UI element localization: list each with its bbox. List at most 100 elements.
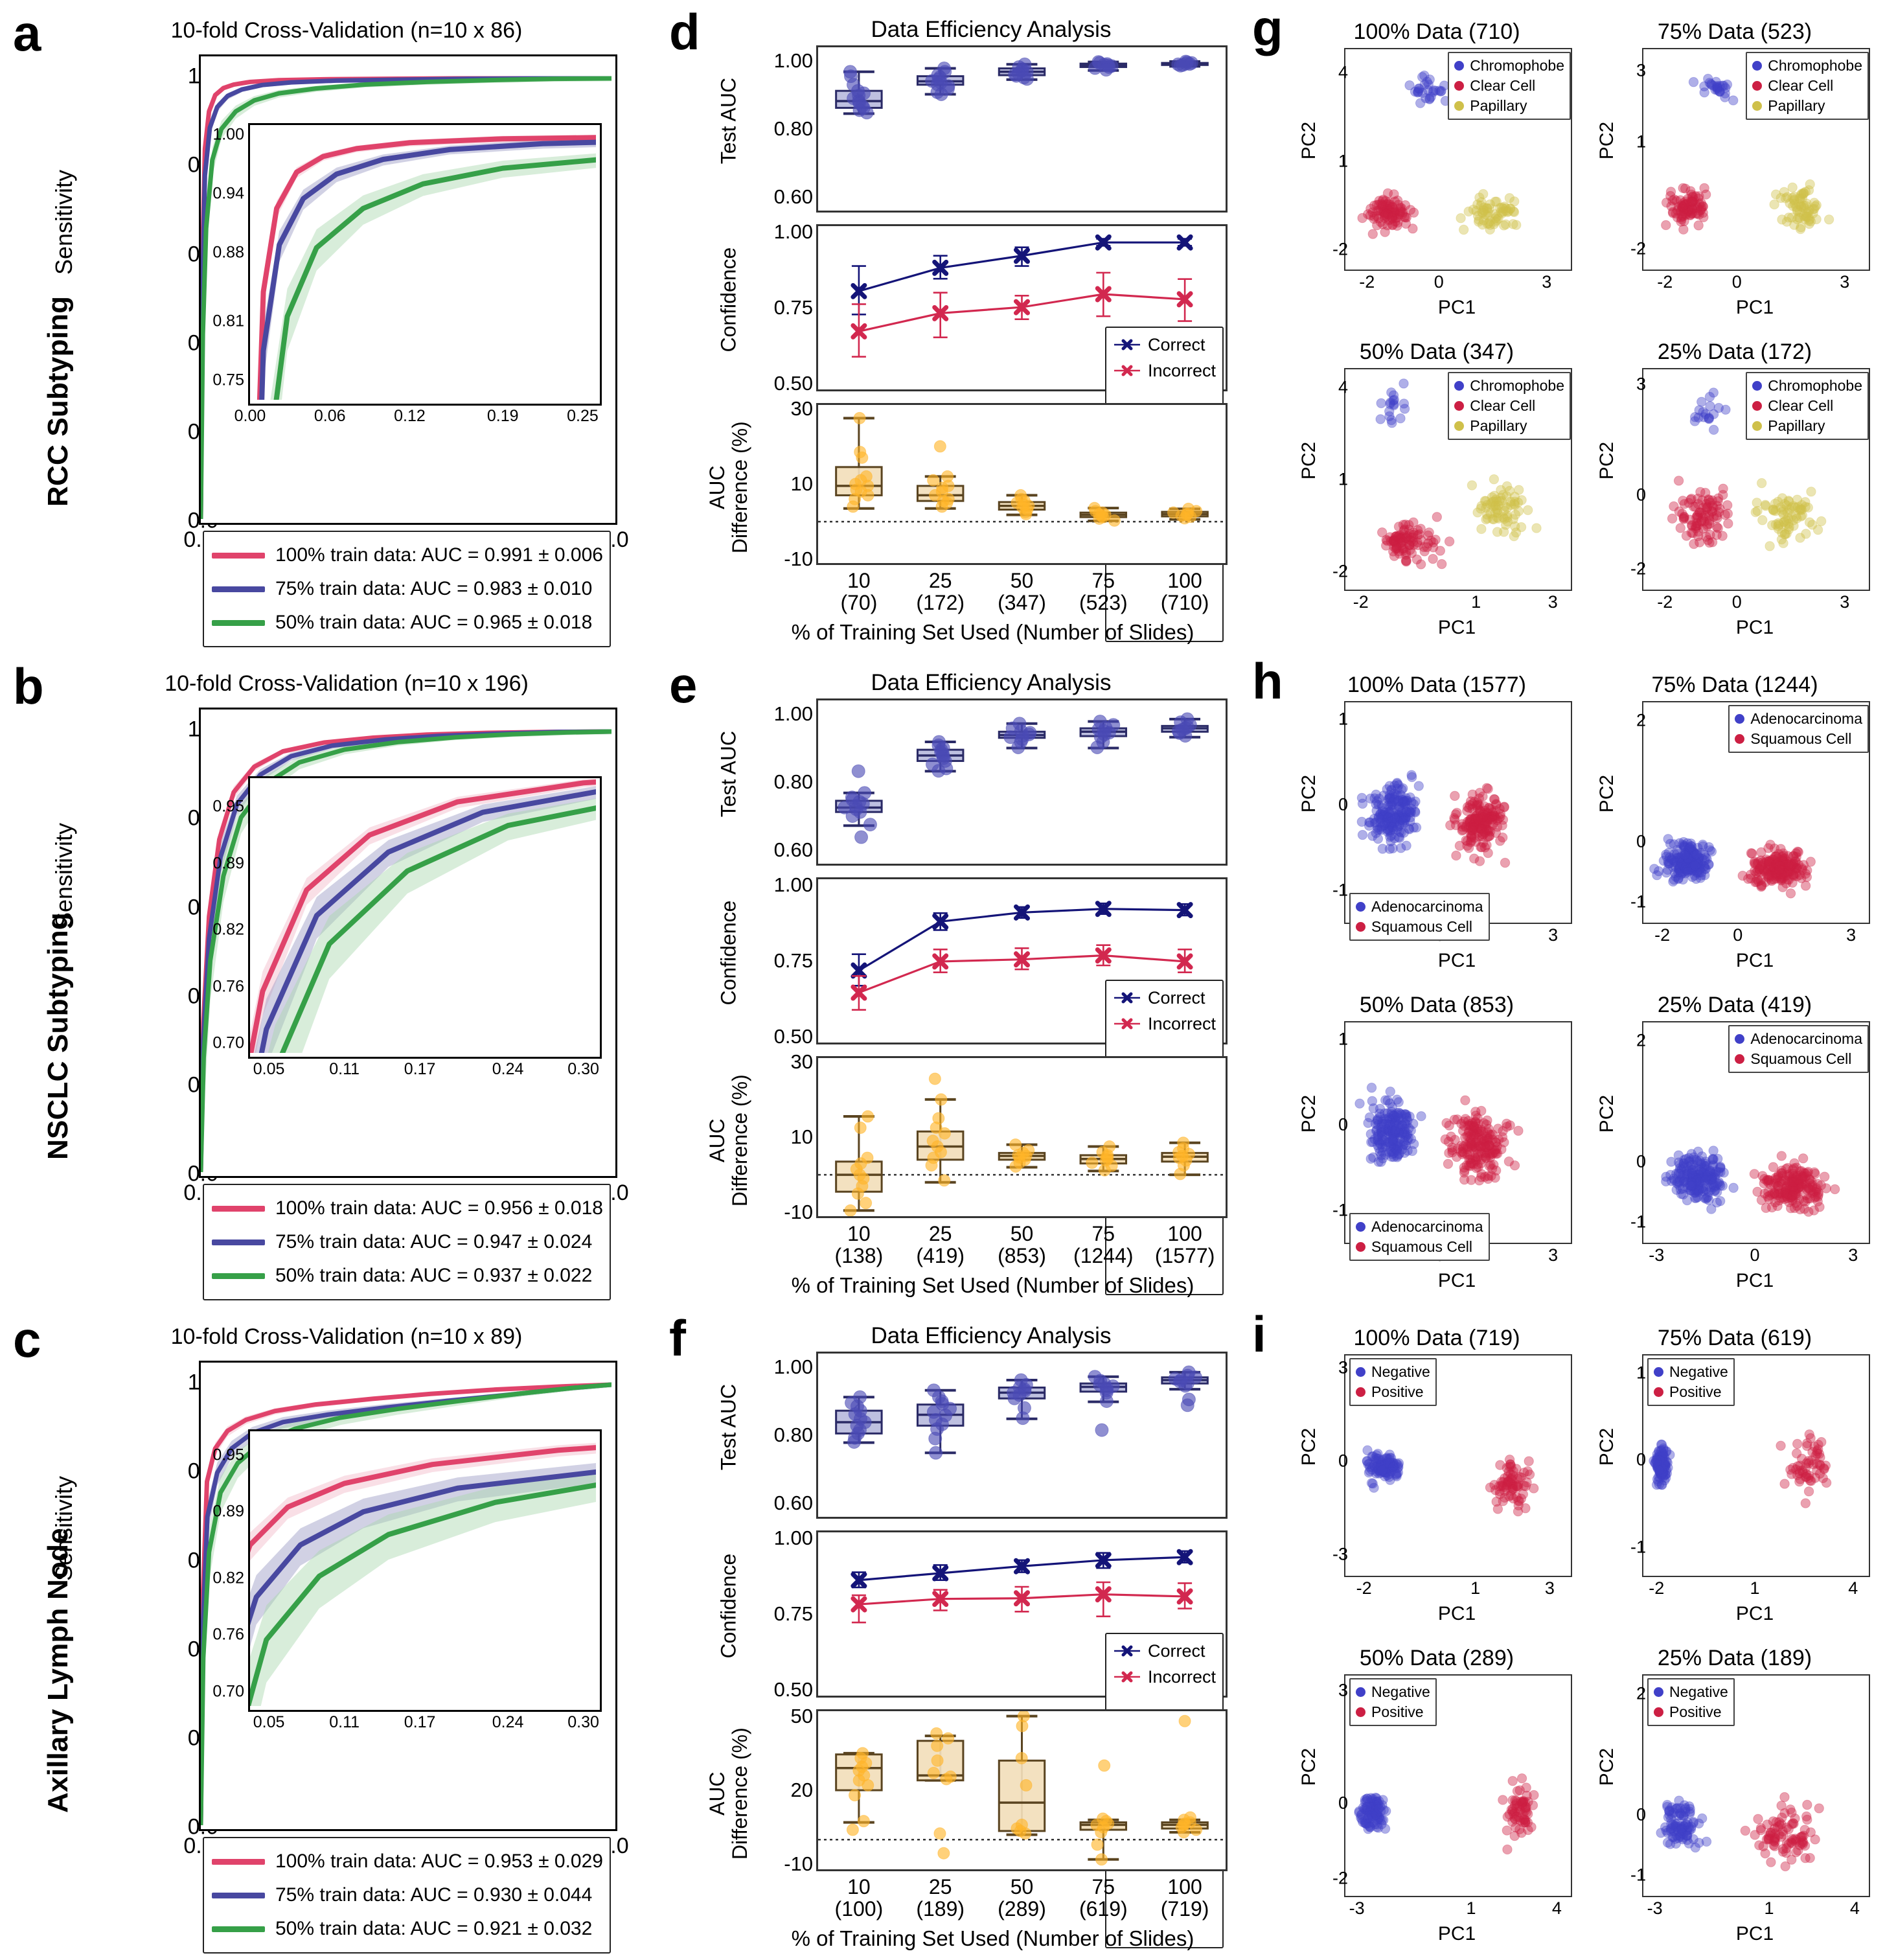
- pca-y-tick: 0: [1636, 831, 1646, 851]
- inset-y-tick: 0.76: [212, 1625, 244, 1644]
- roc-legend: 100% train data: AUC = 0.991 ± 0.006 75% …: [203, 531, 611, 647]
- legend-label: 100% train data: AUC = 0.953 ± 0.029: [275, 1850, 603, 1872]
- legend-row: Correct: [1113, 985, 1216, 1011]
- subplot-1-y-tick: 0.80: [773, 117, 813, 140]
- pca-y-tick: 1: [1338, 469, 1348, 489]
- x-tick-label: 50 (289): [998, 1875, 1046, 1920]
- roc-inset-area: [248, 123, 602, 406]
- subplot-3-y-label: AUC Difference (%): [705, 1074, 751, 1207]
- pca-x-label: PC1: [1437, 617, 1476, 638]
- pca-x-label: PC1: [1735, 950, 1774, 971]
- legend-label: 50% train data: AUC = 0.937 ± 0.022: [275, 1265, 593, 1286]
- pca-y-tick: 2: [1636, 1030, 1646, 1050]
- inset-x-tick: 0.11: [329, 1060, 360, 1078]
- subplot-2-y-tick: 0.50: [773, 1678, 813, 1701]
- pca-y-label: PC2: [1298, 441, 1320, 480]
- subplot-3: [816, 1056, 1228, 1218]
- legend-label: Adenocarcinoma: [1371, 898, 1483, 915]
- legend-row: Clear Cell: [1454, 76, 1564, 96]
- roc-inset: 0.70 0.76 0.82 0.89 0.95 0.05 0.11 0.17 0.24 0.30: [212, 1429, 602, 1748]
- pca-x-tick: 3: [1846, 925, 1856, 945]
- pca-legend: Adenocarcinoma Squamous Cell: [1728, 1025, 1869, 1073]
- subplot-2-y-tick: 0.75: [773, 949, 813, 972]
- pca-subplot-title: 25% Data (172): [1657, 340, 1812, 364]
- legend-row: Papillary: [1752, 416, 1862, 436]
- x-tick-label: 25 (172): [916, 569, 965, 614]
- pca-y-tick: 3: [1338, 1680, 1348, 1700]
- legend-marker: [1114, 1018, 1140, 1030]
- inset-y-tick: 0.82: [212, 1569, 244, 1587]
- legend-row: Chromophobe: [1752, 56, 1862, 76]
- pca-y-tick: -1: [1630, 892, 1646, 912]
- legend-dot: [1454, 381, 1465, 391]
- inset-x-tick: 0.06: [314, 407, 346, 425]
- pca-y-tick: 3: [1636, 374, 1646, 394]
- legend-dot: [1356, 1367, 1365, 1377]
- panel-letter-i: i: [1252, 1306, 1266, 1363]
- pca-panel-g: g 100% Data (710) -2 1 4 -2 0 3 PC2 PC1 Chromophob…: [1252, 3, 1879, 650]
- inset-x-tick: 0.30: [567, 1713, 599, 1731]
- pca-x-tick: -2: [1359, 272, 1375, 292]
- legend-dot: [1454, 101, 1465, 111]
- data-efficiency-panel-d: d Data Efficiency Analysis 1.00 0.80 0.60 Tes…: [669, 6, 1228, 646]
- x-tick-label: 100 (719): [1160, 1875, 1209, 1920]
- legend-dot: [1654, 1687, 1663, 1697]
- pca-y-tick: 0: [1636, 1804, 1646, 1825]
- subplot-1-y-tick: 0.60: [773, 1492, 813, 1514]
- subplot-2-y-tick: 0.50: [773, 371, 813, 395]
- legend-label: 100% train data: AUC = 0.991 ± 0.006: [275, 544, 603, 566]
- pca-x-tick: -3: [1647, 1898, 1663, 1918]
- pca-y-label: PC2: [1298, 1747, 1320, 1786]
- pca-subplot-4: 25% Data (172) -2 0 3 -2 0 3 PC2 PC1 Chromophobe C…: [1595, 340, 1874, 649]
- legend-marker: [1114, 339, 1140, 351]
- inset-x-tick: 0.30: [567, 1060, 599, 1078]
- pca-y-label: PC2: [1298, 121, 1320, 160]
- pca-plot-area: [1344, 1021, 1572, 1244]
- subplot-1-y-label: Test AUC: [716, 77, 740, 165]
- pca-x-tick: -2: [1356, 1578, 1372, 1598]
- roc-panel-a: a RCC Subtyping 10-fold Cross-Validation (…: [13, 8, 632, 647]
- x-tick-label: 10 (138): [834, 1222, 884, 1267]
- subplot-1-y-label: Test AUC: [716, 1383, 740, 1471]
- legend-row: 75% train data: AUC = 0.947 ± 0.024: [212, 1225, 602, 1259]
- subplot-3-y-tick: -10: [784, 1201, 813, 1224]
- subplot-canvas-2: [851, 234, 1193, 358]
- legend-label: Clear Cell: [1768, 77, 1834, 94]
- subplot-2-y-tick: 1.00: [773, 220, 813, 244]
- inset-y-tick: 0.81: [212, 312, 244, 330]
- subplot-3-y-tick: 30: [790, 1050, 813, 1073]
- legend-dot: [1752, 61, 1763, 71]
- legend-label: Clear Cell: [1470, 397, 1536, 414]
- pca-y-tick: -2: [1332, 561, 1348, 581]
- inset-y-tick: 0.95: [212, 797, 244, 816]
- roc-inset-area: [248, 1429, 602, 1712]
- y-axis-label: Sensitivity: [51, 169, 77, 275]
- pca-legend: Negative Positive: [1349, 1358, 1437, 1406]
- panel-letter-d: d: [669, 3, 700, 60]
- pca-y-label: PC2: [1596, 1427, 1617, 1466]
- pca-x-tick: -2: [1657, 272, 1673, 292]
- pca-x-tick: -2: [1353, 592, 1369, 612]
- legend-row: Papillary: [1454, 96, 1564, 116]
- pca-subplot-title: 50% Data (289): [1359, 1646, 1514, 1670]
- legend-swatch: [212, 552, 265, 559]
- inset-x-tick: 0.17: [404, 1713, 436, 1731]
- roc-inset: 0.70 0.76 0.82 0.89 0.95 0.05 0.11 0.17 0.24 0.30: [212, 776, 602, 1095]
- subplot-3-y-tick: -10: [784, 548, 813, 571]
- pca-scatter: [1354, 1773, 1539, 1855]
- inset-x-tick: 0.24: [492, 1713, 524, 1731]
- legend-dot: [1454, 401, 1465, 411]
- pca-y-tick: 0: [1338, 794, 1348, 814]
- inset-x-tick: 0.05: [253, 1060, 285, 1078]
- legend-label: Positive: [1669, 1703, 1722, 1720]
- x-tick-label: 100 (710): [1160, 569, 1209, 614]
- panel-letter-h: h: [1252, 652, 1283, 709]
- legend-label: Correct: [1147, 987, 1205, 1008]
- legend-label: Chromophobe: [1470, 57, 1564, 74]
- subplot-canvas-1: [835, 54, 1209, 120]
- pca-x-tick: -2: [1649, 1578, 1665, 1598]
- pca-y-tick: 3: [1338, 1357, 1348, 1378]
- pca-legend: Chromophobe Clear Cell Papillary: [1746, 372, 1869, 440]
- subplot-canvas-2: [851, 1549, 1193, 1624]
